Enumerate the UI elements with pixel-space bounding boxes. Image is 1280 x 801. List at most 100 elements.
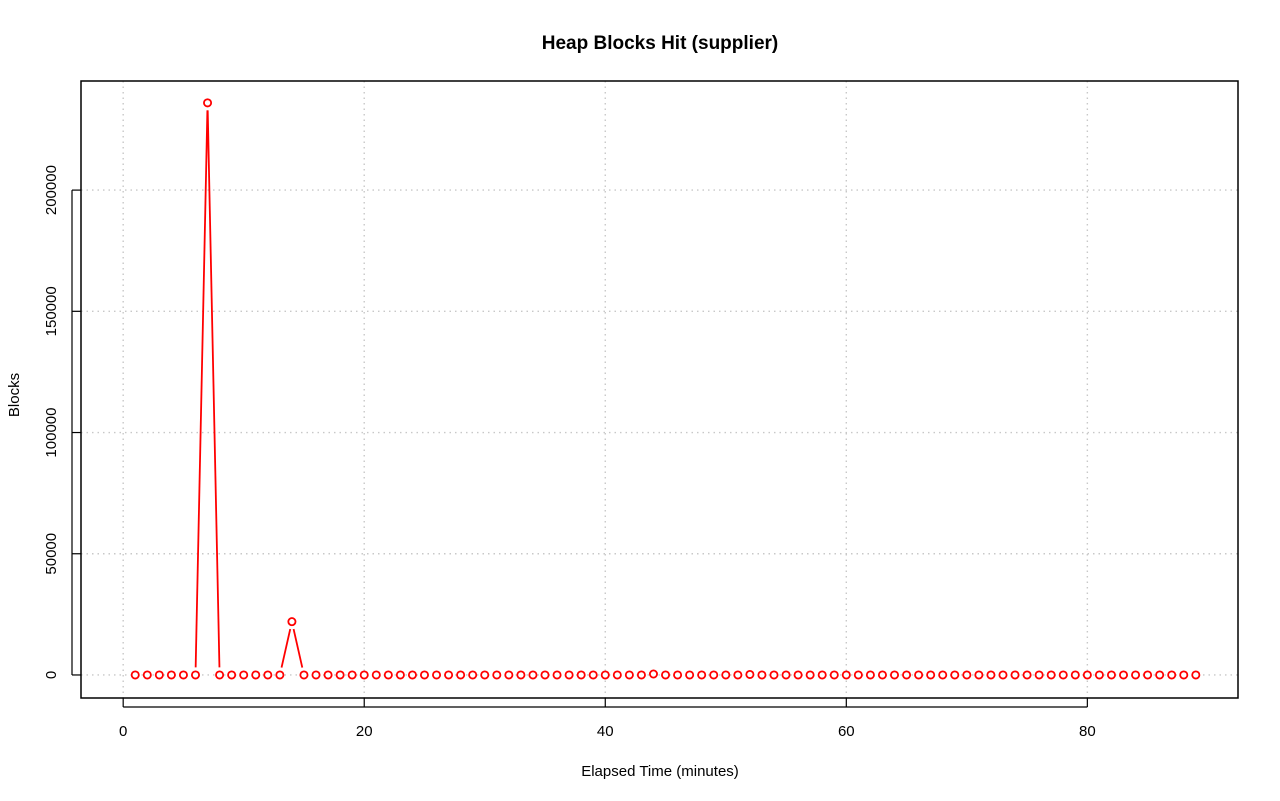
data-point [962,670,972,680]
data-point [1010,670,1020,680]
data-point [178,670,188,680]
data-point [805,670,815,680]
data-point [552,670,562,680]
y-tick-label: 200000 [43,165,60,215]
data-point [1034,670,1044,680]
data-point [528,670,538,680]
x-tick-label: 40 [597,723,614,740]
data-point [227,670,237,680]
series-line-layer [130,98,1201,680]
data-point [745,669,755,679]
data-point [914,670,924,680]
data-point [468,670,478,680]
data-point [841,670,851,680]
data-point [456,670,466,680]
series-line-segment [194,110,209,668]
data-point [673,670,683,680]
data-point [1094,670,1104,680]
data-point [407,670,417,680]
data-point [504,670,514,680]
data-point [335,670,345,680]
data-point [757,670,767,680]
data-point [721,670,731,680]
data-point [1143,670,1153,680]
data-point [998,670,1008,680]
data-point [817,670,827,680]
data-point [950,670,960,680]
y-axis: 0 50000 100000 150000 200000 [43,165,81,679]
data-point [432,670,442,680]
x-tick-label: 0 [119,723,127,740]
data-point [829,670,839,680]
data-point [986,670,996,680]
x-tick-label: 60 [838,723,855,740]
data-point [371,670,381,680]
data-point [1155,670,1165,680]
x-axis: 0 20 40 60 80 [119,698,1096,740]
data-point [624,670,634,680]
data-point [154,670,164,680]
data-point [793,670,803,680]
data-point [612,670,622,680]
data-point [661,670,671,680]
data-point [130,670,140,680]
chart-title: Heap Blocks Hit (supplier) [542,33,779,54]
data-point [299,670,309,680]
data-point [1082,670,1092,680]
data-point [564,670,574,680]
y-tick-label: 50000 [43,533,60,575]
data-point [395,670,405,680]
data-point [239,670,249,680]
data-point [215,670,225,680]
data-point [1179,670,1189,680]
data-point [938,670,948,680]
data-point [540,670,550,680]
x-axis-label: Elapsed Time (minutes) [581,763,739,780]
data-point [636,670,646,680]
data-point [480,670,490,680]
data-point [1022,670,1032,680]
data-point [1119,670,1129,680]
data-point [1131,670,1141,680]
data-point [600,670,610,680]
data-point [865,670,875,680]
grid [81,81,1238,698]
data-point [275,670,285,680]
x-tick-label: 80 [1079,723,1096,740]
data-point [1058,670,1068,680]
series-line-segment [292,628,304,668]
y-tick-label: 100000 [43,408,60,458]
x-tick-label: 20 [356,723,373,740]
data-point [263,670,273,680]
data-point [890,670,900,680]
data-point [709,670,719,680]
data-point [287,617,297,627]
data-point [492,670,502,680]
data-point [974,670,984,680]
data-point [190,670,200,680]
data-point [359,670,369,680]
data-point [926,670,936,680]
data-point [419,670,429,680]
series-line-segment [206,110,221,668]
y-tick-label: 0 [43,671,60,679]
data-point [769,670,779,680]
data-point [166,670,176,680]
data-point [1167,670,1177,680]
data-point [251,670,261,680]
data-point [1191,670,1201,680]
data-point [733,670,743,680]
data-point [323,670,333,680]
plot-frame [80,80,1239,699]
data-point [902,670,912,680]
y-axis-label: Blocks [6,373,23,417]
series-line-segment [280,628,292,668]
data-point [444,670,454,680]
data-point [648,669,658,679]
data-point [383,670,393,680]
y-tick-label: 150000 [43,286,60,336]
data-point [685,670,695,680]
data-point [347,670,357,680]
data-point [516,670,526,680]
